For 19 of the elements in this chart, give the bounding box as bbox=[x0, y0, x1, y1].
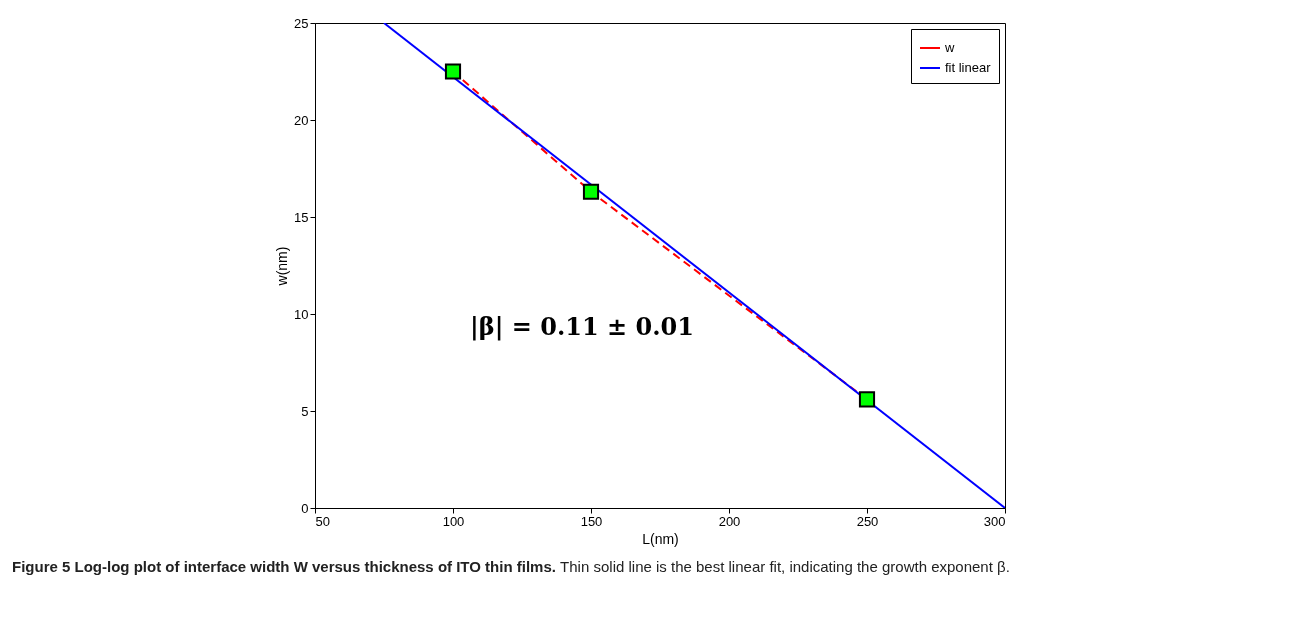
annotation: |β| = 0.11 ± 0.01 bbox=[470, 312, 694, 341]
x-tick-label: 300 bbox=[983, 513, 1006, 529]
x-tick-label: 100 bbox=[442, 513, 465, 529]
x-tick-label: 150 bbox=[580, 513, 603, 529]
x-tick-label: 50 bbox=[315, 513, 330, 529]
legend-label: fit linear bbox=[945, 60, 992, 75]
y-tick-label: 20 bbox=[294, 112, 309, 128]
y-tick-label: 25 bbox=[294, 15, 309, 31]
y-tick-label: 10 bbox=[294, 306, 309, 322]
x-tick-label: 200 bbox=[718, 513, 741, 529]
y-tick-label: 5 bbox=[301, 403, 309, 419]
y-axis-title: w(nm) bbox=[274, 246, 291, 287]
x-axis-title: L(nm) bbox=[642, 530, 679, 547]
caption: Figure 5 Log-log plot of interface width W versus thickness of ITO thin films. bbox=[12, 558, 557, 575]
legend-label: w bbox=[944, 40, 955, 55]
y-tick-label: 15 bbox=[294, 209, 309, 225]
x-tick-label: 250 bbox=[856, 513, 879, 529]
text: Thin solid line is the best linear fit, indicating the growth exponent β. bbox=[560, 558, 1010, 575]
y-tick-label: 0 bbox=[301, 500, 309, 516]
